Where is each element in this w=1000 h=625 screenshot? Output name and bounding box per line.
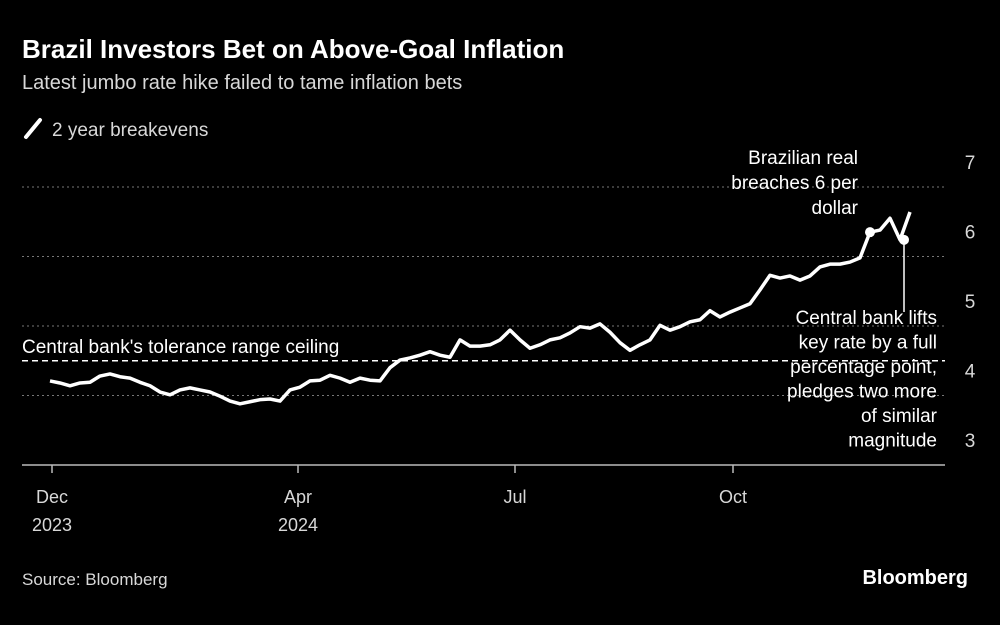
y-tick-label: 7 <box>965 153 976 174</box>
reference-label: Central bank's tolerance range ceiling <box>22 337 339 358</box>
y-tick-label: 4 <box>965 362 976 383</box>
x-tick-label: Dec 2023 <box>32 487 72 535</box>
annotation: Brazilian real breaches 6 per dollar <box>731 148 858 219</box>
legend-swatch <box>24 118 42 139</box>
annotation-dot <box>865 227 875 238</box>
x-tick-label: Oct <box>719 487 747 507</box>
annotation: Central bank lifts key rate by a full perc… <box>787 308 938 452</box>
annotation-dot <box>899 234 909 245</box>
x-tick-label: Jul <box>503 487 526 507</box>
legend-label: 2 year breakevens <box>52 120 208 141</box>
chart-title: Brazil Investors Bet on Above-Goal Infla… <box>22 34 564 64</box>
source: Source: Bloomberg <box>22 570 168 589</box>
y-tick-label: 3 <box>965 431 976 452</box>
brand-logo: Bloomberg <box>862 567 968 589</box>
y-tick-label: 6 <box>965 223 976 244</box>
x-tick-label: Apr 2024 <box>278 487 318 535</box>
chart-subtitle: Latest jumbo rate hike failed to tame in… <box>22 72 462 94</box>
series-line <box>49 211 912 406</box>
y-tick-label: 5 <box>965 292 976 313</box>
